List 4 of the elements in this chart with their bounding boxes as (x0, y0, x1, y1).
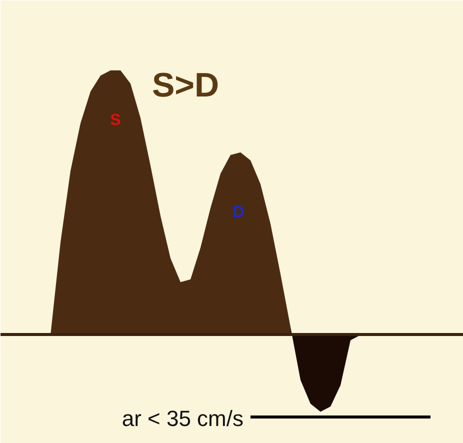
annotation: S (110, 112, 122, 129)
annotation: ar < 35 cm/s (122, 406, 244, 431)
annotation: D (232, 204, 244, 221)
chart-title: S>D (152, 66, 220, 104)
